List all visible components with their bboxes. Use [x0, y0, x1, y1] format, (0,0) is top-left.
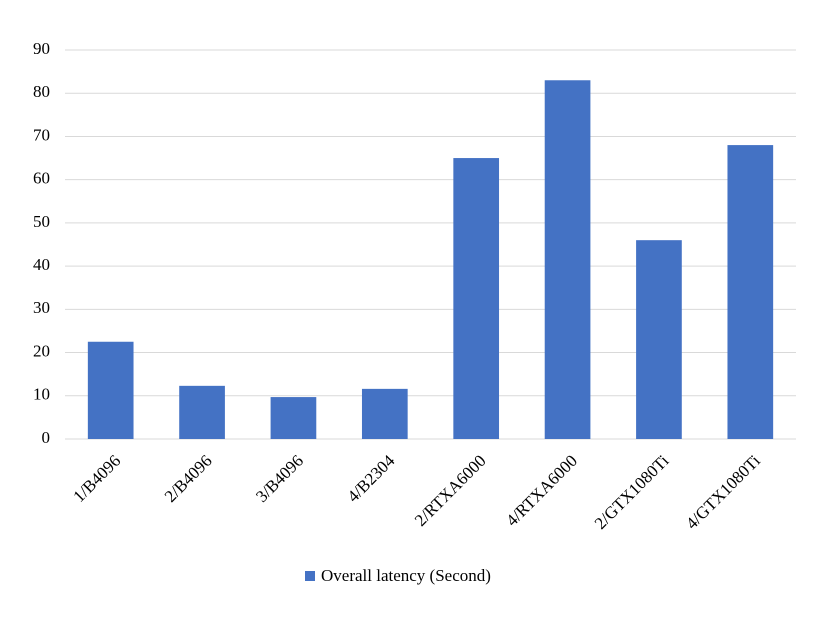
legend-label: Overall latency (Second) — [321, 566, 491, 585]
x-tick-label: 2/RTXA6000 — [411, 451, 490, 530]
bar — [636, 240, 682, 439]
bar — [453, 158, 500, 440]
bar — [544, 80, 591, 439]
legend-swatch — [305, 571, 315, 581]
y-tick-label: 30 — [33, 298, 50, 317]
bar — [179, 385, 225, 439]
y-tick-label: 80 — [33, 82, 50, 101]
y-tick-label: 50 — [33, 212, 50, 231]
bar — [361, 388, 408, 439]
y-tick-label: 70 — [33, 125, 50, 144]
x-tick-label: 2/B4096 — [161, 451, 216, 506]
y-tick-label: 90 — [33, 39, 50, 58]
x-tick-label: 4/RTXA6000 — [502, 451, 581, 530]
y-tick-label: 40 — [33, 255, 50, 274]
y-tick-label: 0 — [42, 428, 51, 447]
y-tick-label: 20 — [33, 341, 50, 360]
bar — [87, 341, 134, 439]
bar — [727, 145, 774, 440]
x-tick-label: 4/B2304 — [344, 451, 399, 506]
x-tick-label: 3/B4096 — [252, 451, 307, 506]
y-tick-label: 60 — [33, 169, 50, 188]
x-tick-label: 4/GTX1080Ti — [682, 451, 764, 533]
x-tick-label: 2/GTX1080Ti — [591, 451, 673, 533]
bar — [270, 397, 317, 439]
x-tick-label: 1/B4096 — [69, 451, 124, 506]
y-tick-label: 10 — [33, 385, 50, 404]
